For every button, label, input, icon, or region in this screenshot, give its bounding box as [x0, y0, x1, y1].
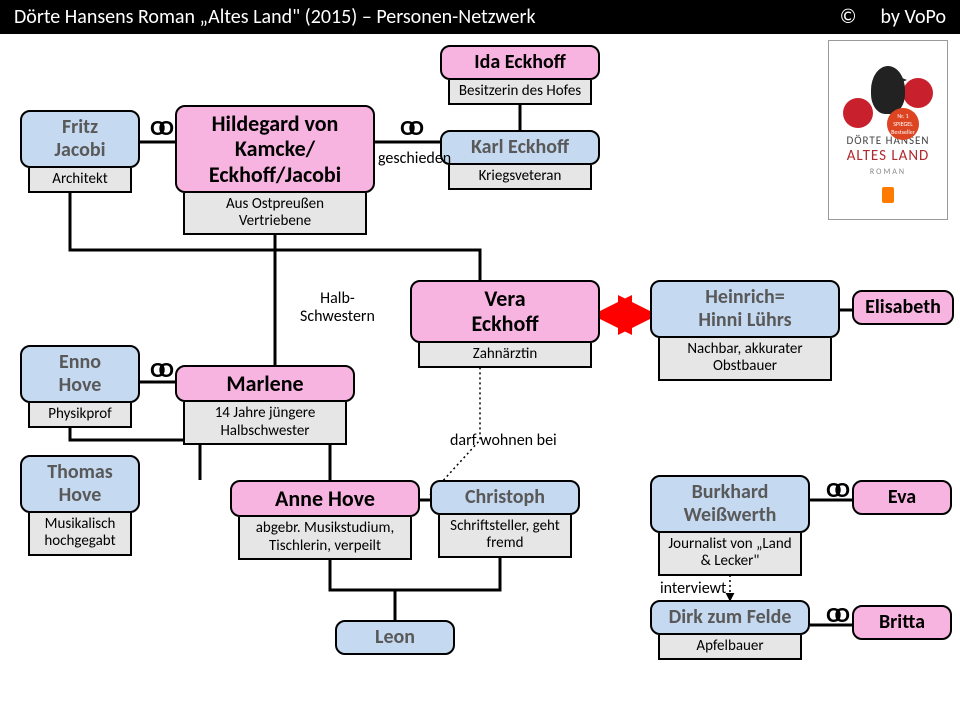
node-sub: Aus Ostpreußen Vertriebene	[183, 193, 367, 236]
label-geschieden: geschieden	[378, 150, 451, 168]
book-cover: Nr. 1 SPIEGEL Bestseller DÖRTE HANSEN AL…	[828, 40, 948, 220]
header-by: by VoPo	[880, 5, 946, 29]
node-sub: Schriftsteller, geht fremd	[438, 515, 572, 558]
marriage-ring-icon: OO	[400, 118, 417, 141]
node-name: ThomasHove	[20, 455, 140, 513]
node-sub: Kriegsveteran	[448, 165, 592, 190]
node-elisabeth: Elisabeth	[852, 290, 954, 325]
node-thomas: ThomasHoveMusikalisch hochgegabt	[20, 455, 140, 556]
node-name: Elisabeth	[852, 290, 954, 325]
node-name: Christoph	[430, 480, 580, 515]
node-sub: Besitzerin des Hofes	[448, 80, 592, 105]
node-name: Hildegard von Kamcke/Eckhoff/Jacobi	[175, 105, 375, 193]
node-christoph: ChristophSchriftsteller, geht fremd	[430, 480, 580, 558]
node-burkhard: Burkhard WeißwerthJournalist von „Land &…	[650, 475, 810, 576]
node-name: Anne Hove	[230, 480, 420, 517]
copyright-symbol: ©	[840, 5, 857, 29]
node-eva: Eva	[852, 480, 952, 515]
node-sub: Musikalisch hochgegabt	[28, 513, 132, 556]
node-heinrich: Heinrich=Hinni LührsNachbar, akkurater O…	[650, 280, 840, 381]
node-vera: VeraEckhoffZahnärztin	[410, 280, 600, 368]
marriage-ring-icon: OO	[150, 360, 167, 383]
header-title: Dörte Hansens Roman „Altes Land" (2015) …	[14, 5, 536, 29]
label-darfwohnen: darf wohnen bei	[450, 432, 557, 450]
node-name: Leon	[335, 620, 455, 655]
marriage-ring-icon: OO	[826, 480, 843, 503]
book-illustration: Nr. 1 SPIEGEL Bestseller	[853, 58, 923, 128]
node-fritz: FritzJacobiArchitekt	[20, 110, 140, 193]
node-sub: Zahnärztin	[418, 343, 592, 368]
node-name: Dirk zum Felde	[650, 600, 810, 635]
node-hildegard: Hildegard von Kamcke/Eckhoff/JacobiAus O…	[175, 105, 375, 235]
node-sub: Physikprof	[28, 403, 132, 428]
node-anne: Anne Hoveabgebr. Musikstudium, Tischleri…	[230, 480, 420, 560]
node-sub: Apfelbauer	[658, 635, 802, 660]
node-name: FritzJacobi	[20, 110, 140, 168]
node-marlene: Marlene14 Jahre jüngere Halbschwester	[175, 365, 355, 445]
node-name: Karl Eckhoff	[440, 130, 600, 165]
node-name: EnnoHove	[20, 345, 140, 403]
bestseller-badge: Nr. 1 SPIEGEL Bestseller	[887, 108, 919, 140]
label-interviewt: interviewt	[660, 580, 726, 598]
node-sub: abgebr. Musikstudium, Tischlerin, verpei…	[238, 517, 412, 560]
header-bar: Dörte Hansens Roman „Altes Land" (2015) …	[0, 0, 960, 34]
node-karl: Karl EckhoffKriegsveteran	[440, 130, 600, 190]
node-britta: Britta	[852, 605, 952, 640]
node-name: Heinrich=Hinni Lührs	[650, 280, 840, 338]
label-halbschwestern: Halb-Schwestern	[300, 290, 375, 327]
node-name: Eva	[852, 480, 952, 515]
publisher-logo	[882, 187, 894, 203]
node-name: Ida Eckhoff	[440, 45, 600, 80]
node-name: Burkhard Weißwerth	[650, 475, 810, 533]
book-subtitle: ROMAN	[870, 167, 906, 177]
node-ida: Ida EckhoffBesitzerin des Hofes	[440, 45, 600, 105]
node-enno: EnnoHovePhysikprof	[20, 345, 140, 428]
node-dirk: Dirk zum FeldeApfelbauer	[650, 600, 810, 660]
node-name: VeraEckhoff	[410, 280, 600, 343]
node-sub: Journalist von „Land & Lecker"	[658, 533, 802, 576]
marriage-ring-icon: OO	[150, 118, 167, 141]
node-sub: Architekt	[28, 168, 132, 193]
marriage-ring-icon: OO	[826, 605, 843, 628]
book-title: ALTES LAND	[847, 147, 930, 165]
node-sub: Nachbar, akkurater Obstbauer	[658, 338, 832, 381]
node-name: Britta	[852, 605, 952, 640]
node-leon: Leon	[335, 620, 455, 655]
node-name: Marlene	[175, 365, 355, 402]
node-sub: 14 Jahre jüngere Halbschwester	[183, 402, 347, 445]
